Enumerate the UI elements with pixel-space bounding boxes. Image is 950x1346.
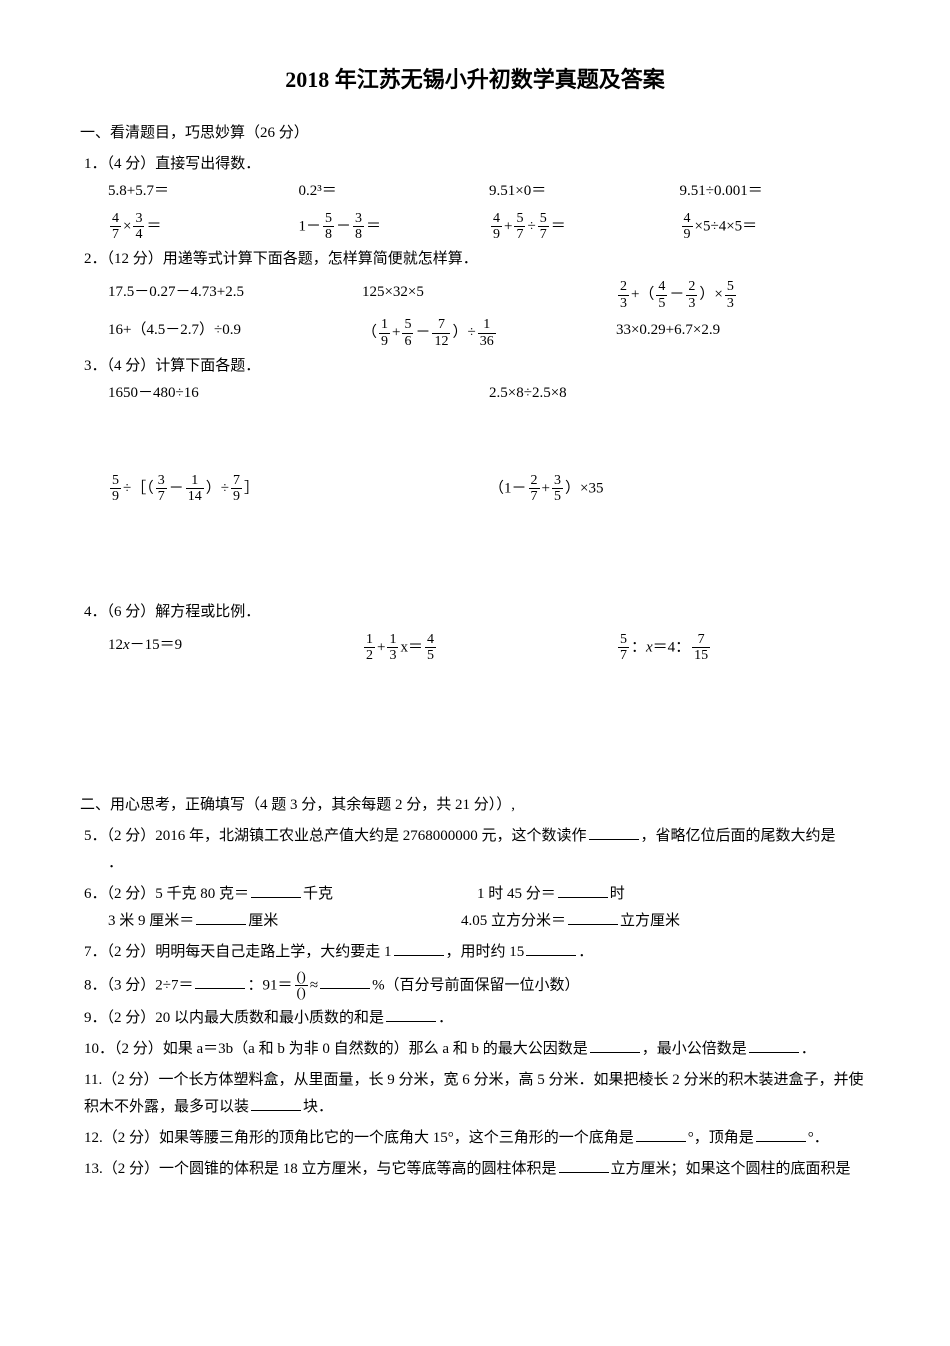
q8-text: ：91＝ <box>247 977 292 993</box>
q1-row1: 5.8+5.7＝ 0.2³＝ 9.51×0＝ 9.51÷0.001＝ <box>80 178 870 205</box>
q12-text: °． <box>808 1130 829 1146</box>
q4-item: 57：x＝4：715 <box>616 632 870 664</box>
q2-label: 2．（12 分）用递等式计算下面各题，怎样算简便就怎样算． <box>80 246 870 273</box>
q4-row: 12x－15＝9 12+13x＝45 57：x＝4：715 <box>80 632 870 664</box>
q6b: 1 时 45 分＝ 时 <box>477 881 870 908</box>
section-2: 二、用心思考，正确填写（4 题 3 分，其余每题 2 分，共 21 分））, 5… <box>80 792 870 1184</box>
q8-text: 8．（3 分）2÷7＝ <box>84 977 193 993</box>
section2-header: 二、用心思考，正确填写（4 题 3 分，其余每题 2 分，共 21 分））, <box>80 792 870 819</box>
q2-item: 23+（45－23）×53 <box>616 279 870 311</box>
page-title: 2018 年江苏无锡小升初数学真题及答案 <box>80 60 870 100</box>
blank[interactable] <box>251 883 301 898</box>
blank[interactable] <box>558 883 608 898</box>
q7-text: ，用时约 15 <box>446 944 525 960</box>
q1-item: 0.2³＝ <box>299 178 490 205</box>
q3-row1: 1650－480÷16 2.5×8÷2.5×8 <box>80 380 870 407</box>
q4-item: 12x－15＝9 <box>108 632 362 664</box>
q3-label: 3．（4 分）计算下面各题． <box>80 353 870 380</box>
q5c: ． <box>80 850 870 877</box>
q10-text: 10．（2 分）如果 a＝3b（a 和 b 为非 0 自然数的）那么 a 和 b… <box>84 1041 588 1057</box>
q10-text: ，最小公倍数是 <box>642 1041 747 1057</box>
q2-item: （19+56－712）÷136 <box>362 317 616 349</box>
q4-label: 4．（6 分）解方程或比例． <box>80 599 870 626</box>
q13-text: 立方厘米；如果这个圆柱的底面积是 <box>611 1161 851 1177</box>
blank[interactable] <box>526 941 576 956</box>
q12-text: °，顶角是 <box>688 1130 754 1146</box>
q6-text: 立方厘米 <box>620 913 680 929</box>
q5: 5．（2 分）2016 年，北湖镇工农业总产值大约是 2768000000 元，… <box>80 823 870 850</box>
q1-label: 1．（4 分）直接写出得数． <box>80 151 870 178</box>
q3-item: 2.5×8÷2.5×8 <box>489 380 870 407</box>
q2-item: 16+（4.5－2.7）÷0.9 <box>108 317 362 349</box>
blank[interactable] <box>589 825 639 840</box>
q3-item: （1－27+35）×35 <box>489 473 870 505</box>
q12-text: 12.（2 分）如果等腰三角形的顶角比它的一个底角大 15°，这个三角形的一个底… <box>84 1130 634 1146</box>
q6-row2: 3 米 9 厘米＝ 厘米 4.05 立方分米＝ 立方厘米 <box>80 908 870 935</box>
q7: 7．（2 分）明明每天自己走路上学，大约要走 1 ，用时约 15 ． <box>80 939 870 966</box>
q12: 12.（2 分）如果等腰三角形的顶角比它的一个底角大 15°，这个三角形的一个底… <box>80 1125 870 1152</box>
q1-item: 5.8+5.7＝ <box>108 178 299 205</box>
blank[interactable] <box>590 1038 640 1053</box>
q13-text: 13.（2 分）一个圆锥的体积是 18 立方厘米，与它等底等高的圆柱体积是 <box>84 1161 557 1177</box>
section1-header: 一、看清题目，巧思妙算（26 分） <box>80 120 870 147</box>
q6a: 6．（2 分）5 千克 80 克＝ 千克 <box>84 881 477 908</box>
q11-text: 块． <box>303 1099 333 1115</box>
blank[interactable] <box>394 941 444 956</box>
q9: 9．（2 分）20 以内最大质数和最小质数的和是 ． <box>80 1005 870 1032</box>
q1-item: 1－58－38＝ <box>299 211 490 243</box>
blank[interactable] <box>386 1007 436 1022</box>
blank[interactable] <box>196 910 246 925</box>
q2-item: 125×32×5 <box>362 279 616 311</box>
q6-text: 1 时 45 分＝ <box>477 886 556 902</box>
q11-text: 11.（2 分）一个长方体塑料盒，从里面量，长 9 分米，宽 6 分米，高 5 … <box>84 1072 863 1115</box>
q3-row2: 59÷［（37－114）÷79］ （1－27+35）×35 <box>80 473 870 505</box>
q1-item: 9.51×0＝ <box>489 178 680 205</box>
q13: 13.（2 分）一个圆锥的体积是 18 立方厘米，与它等底等高的圆柱体积是 立方厘… <box>80 1156 870 1183</box>
q3-item: 59÷［（37－114）÷79］ <box>108 473 489 505</box>
q8-text: %（百分号前面保留一位小数） <box>372 977 580 993</box>
q6-text: 厘米 <box>248 913 278 929</box>
q6-text: 3 米 9 厘米＝ <box>108 913 194 929</box>
q1-item: 47×34＝ <box>108 211 299 243</box>
blank[interactable] <box>568 910 618 925</box>
q1-item: 49+57÷57＝ <box>489 211 680 243</box>
q5-text: ，省略亿位后面的尾数大约是 <box>641 828 836 844</box>
q2-row1: 17.5－0.27－4.73+2.5 125×32×5 23+（45－23）×5… <box>80 279 870 311</box>
blank[interactable] <box>251 1096 301 1111</box>
q4-item: 12+13x＝45 <box>362 632 616 664</box>
q2-row2: 16+（4.5－2.7）÷0.9 （19+56－712）÷136 33×0.29… <box>80 317 870 349</box>
q9-text: 9．（2 分）20 以内最大质数和最小质数的和是 <box>84 1010 384 1026</box>
blank[interactable] <box>195 974 245 989</box>
blank[interactable] <box>320 974 370 989</box>
q11: 11.（2 分）一个长方体塑料盒，从里面量，长 9 分米，宽 6 分米，高 5 … <box>80 1067 870 1121</box>
q6-text: 千克 <box>303 886 333 902</box>
q10: 10．（2 分）如果 a＝3b（a 和 b 为非 0 自然数的）那么 a 和 b… <box>80 1036 870 1063</box>
q5-text: 5．（2 分）2016 年，北湖镇工农业总产值大约是 2768000000 元，… <box>84 828 587 844</box>
q8-text: ≈ <box>310 977 318 993</box>
section-1: 一、看清题目，巧思妙算（26 分） 1．（4 分）直接写出得数． 5.8+5.7… <box>80 120 870 784</box>
q6d: 4.05 立方分米＝ 立方厘米 <box>461 908 842 935</box>
q9-text: ． <box>438 1010 453 1026</box>
q2-item: 33×0.29+6.7×2.9 <box>616 317 870 349</box>
q1-item: 9.51÷0.001＝ <box>680 178 871 205</box>
q6-row1: 6．（2 分）5 千克 80 克＝ 千克 1 时 45 分＝ 时 <box>80 881 870 908</box>
blank[interactable] <box>749 1038 799 1053</box>
q1-item: 49×5÷4×5＝ <box>680 211 871 243</box>
q7-text: ． <box>578 944 593 960</box>
q10-text: ． <box>801 1041 816 1057</box>
q8: 8．（3 分）2÷7＝：91＝()()≈%（百分号前面保留一位小数） <box>80 970 870 1002</box>
q3-item: 1650－480÷16 <box>108 380 489 407</box>
q6-text: 时 <box>610 886 625 902</box>
q6c: 3 米 9 厘米＝ 厘米 <box>80 908 461 935</box>
blank[interactable] <box>636 1127 686 1142</box>
blank[interactable] <box>756 1127 806 1142</box>
blank[interactable] <box>559 1158 609 1173</box>
q6-text: 6．（2 分）5 千克 80 克＝ <box>84 886 249 902</box>
q1-row2: 47×34＝ 1－58－38＝ 49+57÷57＝ 49×5÷4×5＝ <box>80 211 870 243</box>
q6-text: 4.05 立方分米＝ <box>461 913 566 929</box>
q2-item: 17.5－0.27－4.73+2.5 <box>108 279 362 311</box>
q7-text: 7．（2 分）明明每天自己走路上学，大约要走 1 <box>84 944 392 960</box>
